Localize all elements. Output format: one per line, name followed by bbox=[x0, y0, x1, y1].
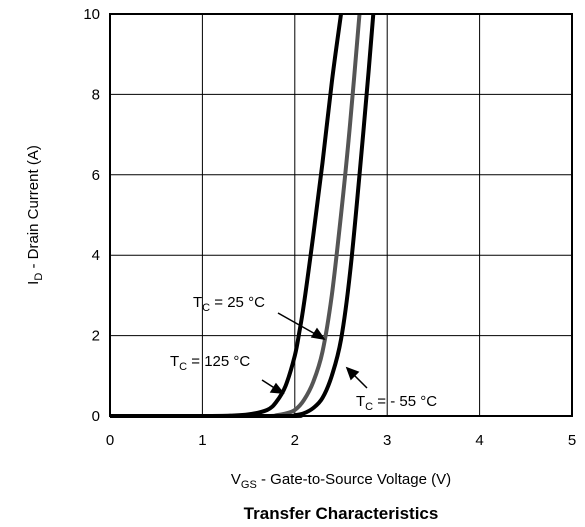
annotation-25c-rest: = 25 °C bbox=[210, 294, 265, 311]
annotation-55c-main: T bbox=[356, 393, 365, 410]
annotation-55c-rest: = - 55 °C bbox=[373, 393, 437, 410]
x-tick-label: 3 bbox=[383, 432, 391, 449]
y-tick-label: 4 bbox=[92, 247, 100, 264]
annotation-tc-25c: TC = 25 °C bbox=[193, 294, 265, 314]
y-tick-label: 8 bbox=[92, 86, 100, 103]
annotation-arrows bbox=[261, 312, 368, 394]
arrow-25c-line bbox=[277, 312, 318, 336]
x-tick-label: 0 bbox=[106, 432, 114, 449]
chart-title: Transfer Characteristics bbox=[244, 504, 439, 523]
x-axis-label: VGS - Gate-to-Source Voltage (V) bbox=[231, 471, 451, 491]
annotation-55c-sub: C bbox=[365, 401, 373, 413]
annotation-125c-main: T bbox=[170, 353, 179, 370]
x-axis-label-sub: GS bbox=[241, 479, 257, 491]
annotation-tc-minus55c: TC = - 55 °C bbox=[356, 393, 437, 413]
arrow-125c-head bbox=[269, 382, 285, 394]
x-tick-labels: 0 1 2 3 4 5 bbox=[106, 432, 576, 449]
arrow-55c-head bbox=[345, 366, 360, 381]
x-tick-label: 5 bbox=[568, 432, 576, 449]
arrow-55c-line bbox=[352, 373, 368, 389]
y-tick-label: 2 bbox=[92, 328, 100, 345]
grid bbox=[110, 14, 572, 416]
plot-frame bbox=[109, 13, 573, 417]
x-axis-label-main: V bbox=[231, 471, 241, 488]
arrow-25c-head bbox=[310, 327, 326, 341]
y-tick-label: 6 bbox=[92, 167, 100, 184]
y-axis-label-rest: - Drain Current (A) bbox=[25, 145, 42, 273]
annotation-25c-sub: C bbox=[202, 302, 210, 314]
y-tick-labels: 0 2 4 6 8 10 bbox=[83, 6, 100, 425]
x-axis-label-rest: - Gate-to-Source Voltage (V) bbox=[257, 471, 451, 488]
annotation-125c-sub: C bbox=[179, 361, 187, 373]
annotation-25c-main: T bbox=[193, 294, 202, 311]
x-tick-label: 1 bbox=[198, 432, 206, 449]
y-tick-label: 0 bbox=[92, 408, 100, 425]
x-tick-label: 4 bbox=[475, 432, 483, 449]
y-axis-label-sub: D bbox=[33, 273, 45, 281]
annotation-125c-rest: = 125 °C bbox=[187, 353, 250, 370]
y-tick-label: 10 bbox=[83, 6, 100, 23]
y-axis-label: ID - Drain Current (A) bbox=[25, 145, 45, 285]
y-axis-label-main: I bbox=[25, 281, 42, 285]
x-tick-label: 2 bbox=[291, 432, 299, 449]
annotation-tc-125c: TC = 125 °C bbox=[170, 353, 250, 373]
